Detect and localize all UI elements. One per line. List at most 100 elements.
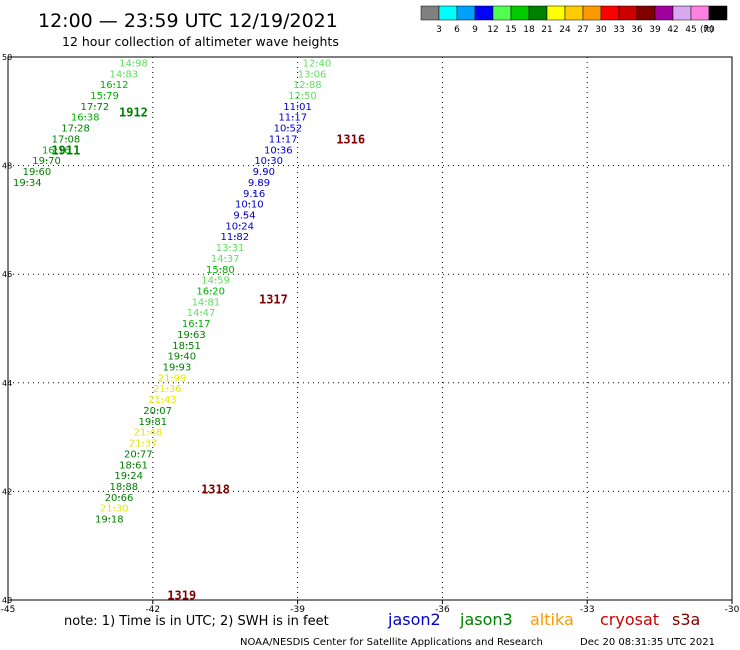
y-tick-label: 44 <box>2 379 12 388</box>
track-point <box>45 159 48 162</box>
track-point <box>108 517 111 520</box>
track-point <box>233 235 236 238</box>
swh-value-label: 12.50 <box>288 91 317 102</box>
track-point <box>195 322 198 324</box>
color-scale-legend: 3 6 9 12 15 18 21 24 27 30 33 36 39 42 45 70 <box>420 5 728 35</box>
color-swatch <box>708 5 728 21</box>
track-point <box>113 506 116 509</box>
swh-value-label: 19.63 <box>177 330 206 341</box>
color-scale-label: 33 <box>613 25 624 35</box>
swh-value-label: 21.43 <box>148 395 177 406</box>
swh-value-label: 19.93 <box>163 363 192 374</box>
track-point <box>243 213 246 216</box>
swh-value-label: 19.70 <box>32 156 61 167</box>
swh-value-label: 18.61 <box>119 460 148 471</box>
track-point <box>262 170 265 172</box>
color-scale-label: 36 <box>631 25 643 35</box>
track-point <box>147 430 149 433</box>
footer-credit: NOAA/NESDIS Center for Satellite Applica… <box>240 637 543 648</box>
swh-value-label: 14.37 <box>211 254 240 265</box>
mission-legend-entry: s3a <box>672 610 700 629</box>
color-swatch <box>600 5 620 21</box>
color-swatch <box>510 5 530 21</box>
track-point <box>316 61 318 64</box>
pass-time-label: 1316 <box>336 132 365 146</box>
swh-value-label: 18.51 <box>172 341 201 352</box>
track-point <box>248 202 251 205</box>
swh-value-label: 20.66 <box>105 493 134 504</box>
track-point <box>156 409 159 411</box>
color-scale-unit: (ft) <box>700 25 714 35</box>
track-point <box>122 485 125 487</box>
track-point <box>118 495 120 498</box>
grid-lines <box>8 57 732 600</box>
color-scale-label: 21 <box>541 25 552 35</box>
y-tick-label: 50 <box>2 53 12 62</box>
swh-value-label: 16.12 <box>100 80 129 91</box>
swh-value-label: 21.30 <box>100 504 129 515</box>
color-scale-label: 9 <box>472 25 478 35</box>
track-point <box>132 61 135 64</box>
x-tick-label: -39 <box>290 605 305 615</box>
track-point <box>185 343 188 346</box>
track-point <box>84 115 87 118</box>
color-scale-label: 15 <box>505 25 516 35</box>
pass-time-label: 1318 <box>201 483 230 497</box>
track-point <box>311 72 313 75</box>
track-point <box>200 311 202 314</box>
swh-value-label: 19.81 <box>138 417 167 428</box>
color-swatch <box>618 5 638 21</box>
mission-legend-entry: cryosat <box>600 610 659 629</box>
color-scale-label: 18 <box>523 25 535 35</box>
track-point <box>74 126 77 129</box>
swh-value-label: 21.36 <box>153 384 182 395</box>
swh-value-label: 21.37 <box>129 439 158 450</box>
mission-legend-entry: altika <box>530 610 574 629</box>
track-point <box>209 289 212 292</box>
mission-legend-entry: jason2 <box>387 610 441 629</box>
swh-value-label: 16.38 <box>71 113 100 124</box>
track-point <box>214 278 217 281</box>
pass-time-labels: 1912 1911 1316 1317 1318 1319 <box>51 105 365 602</box>
track-point <box>142 441 145 444</box>
track-point <box>132 463 135 466</box>
track-point <box>161 398 164 400</box>
track-point <box>238 224 241 227</box>
swh-value-label: 14.47 <box>187 308 216 319</box>
y-tick-label: 48 <box>2 162 12 171</box>
swh-value-label: 19.40 <box>167 352 196 363</box>
swh-value-label: 14.81 <box>192 297 221 308</box>
axis-ticks: -45 -42 -39 -36 -33 -30 40 42 44 46 48 50 <box>1 53 740 615</box>
footer-timestamp: Dec 20 08:31:35 UTC 2021 <box>580 637 715 648</box>
color-scale-label: 45 <box>685 25 696 35</box>
swh-value-label: 11.17 <box>269 134 298 145</box>
x-tick-label: -45 <box>1 605 16 615</box>
swh-value-label: 15.79 <box>90 91 119 102</box>
swh-value-label: 10.52 <box>274 124 303 135</box>
swh-value-label: 20.77 <box>124 449 153 460</box>
mission-legend: jason2 jason3 altika cryosat s3a <box>387 610 700 629</box>
chart-subtitle: 12 hour collection of altimeter wave hei… <box>62 34 339 49</box>
track-point <box>93 104 96 107</box>
color-swatch <box>528 5 548 21</box>
track-point <box>219 267 222 270</box>
track-point <box>122 72 125 75</box>
plot-frame <box>7 56 733 601</box>
color-swatch <box>456 5 476 21</box>
color-scale-label: 6 <box>454 25 460 35</box>
pass-time-label: 1317 <box>259 293 288 307</box>
track-point <box>224 257 227 259</box>
chart-title: 12:00 — 23:59 UTC 12/19/2021 <box>38 10 338 32</box>
x-tick-label: -42 <box>145 605 160 615</box>
swh-value-label: 15.80 <box>206 265 235 276</box>
swh-value-label: 19.34 <box>13 178 42 189</box>
color-swatch <box>438 5 458 21</box>
y-tick-label: 42 <box>2 487 12 496</box>
track-point <box>180 354 183 357</box>
track-point <box>36 170 38 172</box>
color-swatch <box>420 5 440 21</box>
color-swatch <box>492 5 512 21</box>
track-point <box>253 191 256 194</box>
color-swatch <box>654 5 674 21</box>
track-point <box>287 126 289 129</box>
